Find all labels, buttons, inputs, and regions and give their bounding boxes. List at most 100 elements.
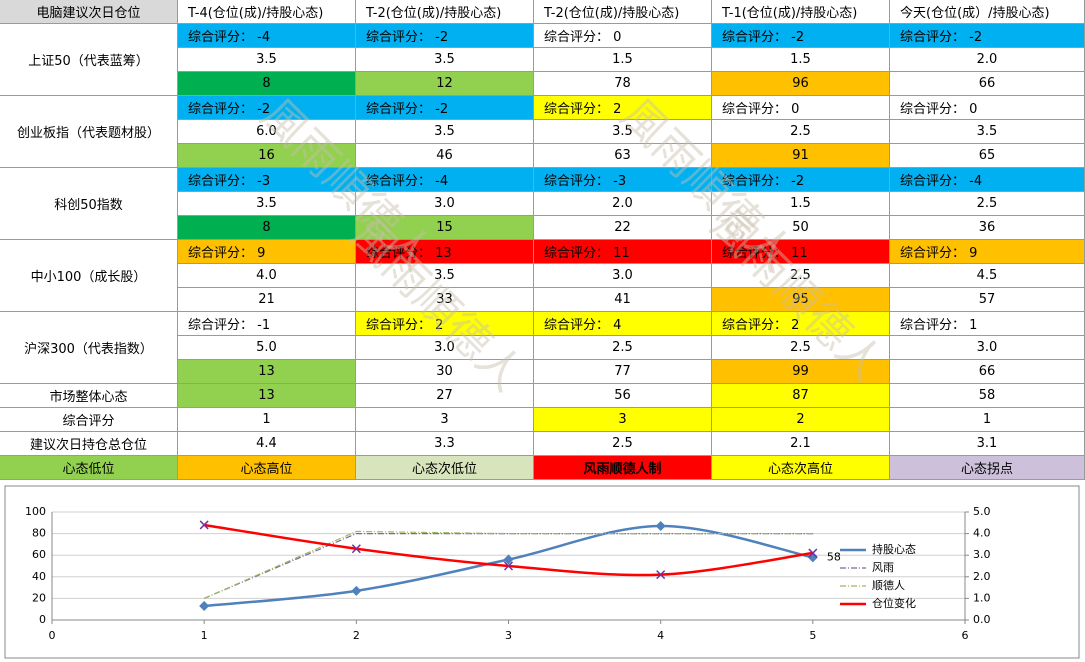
summary-cell: 4.4 [178, 432, 356, 456]
legend-cell: 心态拐点 [890, 456, 1085, 480]
summary-cell: 3.1 [890, 432, 1085, 456]
y2-tick-label: 4.0 [973, 527, 991, 540]
marker [655, 521, 666, 532]
position-cell: 4.0 [178, 264, 356, 288]
mood-cell: 99 [712, 360, 890, 384]
y2-tick-label: 0.0 [973, 613, 991, 626]
position-cell: 4.5 [890, 264, 1085, 288]
position-cell: 2.0 [534, 192, 712, 216]
y2-tick-label: 3.0 [973, 548, 991, 561]
marker [351, 544, 361, 554]
score-cell: 综合评分： 0 [712, 96, 890, 120]
legend-cell: 心态高位 [178, 456, 356, 480]
row-label: 建议次日持仓总仓位 [0, 432, 178, 456]
position-cell: 3.0 [356, 336, 534, 360]
score-cell: 综合评分： -3 [534, 168, 712, 192]
mood-cell: 91 [712, 144, 890, 168]
y-tick-label: 80 [32, 527, 46, 540]
position-cell: 6.0 [178, 120, 356, 144]
data-label: 58 [827, 550, 841, 563]
mood-cell: 57 [890, 288, 1085, 312]
position-cell: 3.5 [534, 120, 712, 144]
score-cell: 综合评分： 9 [890, 240, 1085, 264]
score-cell: 综合评分： 4 [534, 312, 712, 336]
mood-cell: 16 [178, 144, 356, 168]
score-cell: 综合评分： 0 [534, 24, 712, 48]
score-cell: 综合评分： -2 [356, 24, 534, 48]
mood-cell: 30 [356, 360, 534, 384]
position-cell: 2.5 [712, 120, 890, 144]
header-cell: T-2(仓位(成)/持股心态) [534, 0, 712, 24]
score-cell: 综合评分： -3 [178, 168, 356, 192]
legend-cell: 风雨顺德人制 [534, 456, 712, 480]
position-cell: 3.5 [356, 120, 534, 144]
summary-cell: 13 [178, 384, 356, 408]
mood-cell: 95 [712, 288, 890, 312]
position-cell: 3.5 [178, 192, 356, 216]
mood-cell: 63 [534, 144, 712, 168]
legend-label: 顺德人 [872, 578, 905, 592]
marker [656, 570, 666, 580]
y-tick-label: 60 [32, 548, 46, 561]
legend-label: 风雨 [872, 561, 894, 574]
marker [503, 554, 514, 565]
legend-cell: 心态次高位 [712, 456, 890, 480]
score-cell: 综合评分： -1 [178, 312, 356, 336]
position-cell: 2.5 [890, 192, 1085, 216]
mood-cell: 66 [890, 360, 1085, 384]
x-tick-label: 5 [809, 629, 816, 642]
x-tick-label: 1 [201, 629, 208, 642]
score-cell: 综合评分： 2 [356, 312, 534, 336]
score-cell: 综合评分： 2 [712, 312, 890, 336]
series-line [203, 530, 813, 599]
header-cell: T-1(仓位(成)/持股心态) [712, 0, 890, 24]
mood-cell: 15 [356, 216, 534, 240]
mood-cell: 33 [356, 288, 534, 312]
mood-cell: 66 [890, 72, 1085, 96]
mood-cell: 77 [534, 360, 712, 384]
summary-cell: 1 [178, 408, 356, 432]
header-cell: T-4(仓位(成)/持股心态) [178, 0, 356, 24]
position-cell: 5.0 [178, 336, 356, 360]
position-cell: 2.5 [712, 336, 890, 360]
mood-cell: 13 [178, 360, 356, 384]
y-tick-label: 40 [32, 570, 46, 583]
legend-label: 仓位变化 [872, 596, 916, 610]
mood-cell: 41 [534, 288, 712, 312]
row-label: 上证50（代表蓝筹） [0, 24, 178, 96]
position-cell: 2.0 [890, 48, 1085, 72]
score-cell: 综合评分： -2 [712, 168, 890, 192]
summary-cell: 3 [534, 408, 712, 432]
y2-tick-label: 2.0 [973, 570, 991, 583]
summary-cell: 87 [712, 384, 890, 408]
mood-cell: 12 [356, 72, 534, 96]
mood-cell: 50 [712, 216, 890, 240]
score-cell: 综合评分： -2 [890, 24, 1085, 48]
row-label: 综合评分 [0, 408, 178, 432]
position-cell: 3.5 [178, 48, 356, 72]
mood-cell: 21 [178, 288, 356, 312]
legend-cell: 心态低位 [0, 456, 178, 480]
row-label: 中小100（成长股） [0, 240, 178, 312]
row-label: 创业板指（代表题材股） [0, 96, 178, 168]
mood-cell: 96 [712, 72, 890, 96]
summary-cell: 2.5 [534, 432, 712, 456]
x-tick-label: 3 [505, 629, 512, 642]
row-label: 科创50指数 [0, 168, 178, 240]
legend-label: 持股心态 [872, 542, 916, 556]
y2-tick-label: 5.0 [973, 505, 991, 518]
mood-cell: 65 [890, 144, 1085, 168]
row-label: 市场整体心态 [0, 384, 178, 408]
score-cell: 综合评分： -2 [178, 96, 356, 120]
position-cell: 1.5 [712, 48, 890, 72]
score-cell: 综合评分： 0 [890, 96, 1085, 120]
score-cell: 综合评分： 11 [534, 240, 712, 264]
score-cell: 综合评分： -4 [890, 168, 1085, 192]
marker [199, 520, 209, 530]
position-cell: 3.5 [890, 120, 1085, 144]
chart: 0 20 40 60 80 100 0.0 1.0 2.0 3.0 4.0 5.0 0 1 2 3 4 5 6 58 持… [4, 485, 1080, 659]
x-tick-label: 6 [962, 629, 969, 642]
score-cell: 综合评分： 1 [890, 312, 1085, 336]
y-tick-label: 20 [32, 591, 46, 604]
